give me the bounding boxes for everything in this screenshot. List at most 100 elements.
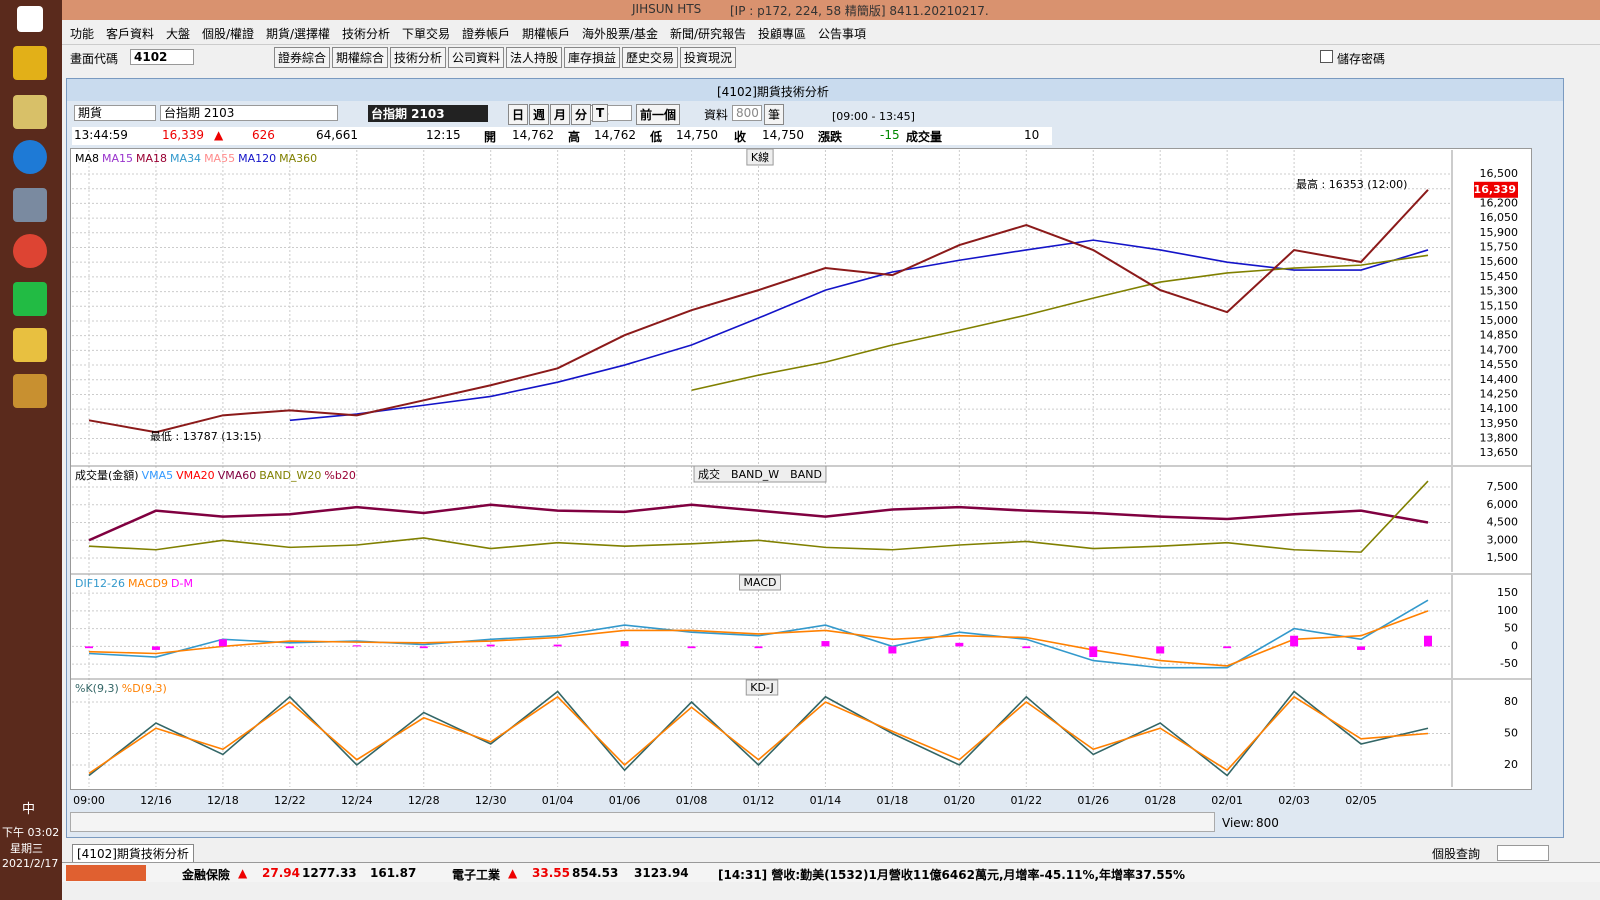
count-unit[interactable]: 筆 [764, 104, 785, 125]
app-title: JIHSUN HTS [632, 2, 702, 16]
quote-vol: 10 [1024, 128, 1040, 142]
menu-item[interactable]: 期權帳戶 [522, 27, 571, 41]
quote-low: 14,750 [676, 128, 718, 142]
toolbar-button[interactable]: 法人持股 [506, 47, 563, 68]
quote-volume: 64,661 [316, 128, 358, 142]
menu-item[interactable]: 下單交易 [402, 27, 451, 41]
period-button[interactable]: 月 [550, 104, 571, 125]
quote-high: 14,762 [594, 128, 636, 142]
prev-button[interactable]: 前一個 [636, 104, 681, 125]
toolbar-button[interactable]: 證券綜合 [274, 47, 331, 68]
market-select[interactable]: 期貨 [74, 105, 156, 121]
quote-close: 14,750 [762, 128, 804, 142]
menu-item[interactable]: 大盤 [166, 27, 191, 41]
quote-vol-label: 成交量 [906, 130, 943, 144]
start-button[interactable] [17, 6, 43, 32]
ticker-index: 854.53 [572, 866, 619, 880]
symbol-box: 台指期 2103 [368, 105, 488, 122]
title-bar: JIHSUN HTS [IP : p172, 224, 58 精簡版] 8411… [62, 0, 1600, 20]
app-icon[interactable] [13, 140, 47, 174]
clock-time: 下午 03:02 [2, 826, 60, 839]
code-input[interactable]: 4102 [130, 49, 194, 65]
menu-item[interactable]: 海外股票/基金 [582, 27, 659, 41]
ticker-amount: 161.87 [370, 866, 417, 880]
quote-row: 13:44:59 16,339 ▲ 626 64,661 12:15 開 14,762 高 14,… [72, 127, 1052, 145]
inner-title-bar: [4102]期貨技術分析 [67, 79, 1563, 101]
toolbar-button[interactable]: 技術分析 [390, 47, 447, 68]
app-icon[interactable] [13, 95, 47, 129]
session: [09:00 - 13:45] [832, 110, 915, 123]
ticker-change: 33.55 [532, 866, 570, 880]
ticker-arrow: ▲ [238, 866, 248, 880]
toolbar-button[interactable]: 期權綜合 [332, 47, 389, 68]
clock-weekday: 星期三 [10, 842, 43, 855]
menu-bar: 功能 客戶資料 大盤 個股/權證 期貨/選擇權 技術分析 下單交易 證券帳戶 期權帳戶 海外股票/… [62, 22, 1600, 42]
inner-title: [4102]期貨技術分析 [717, 85, 829, 99]
menu-item[interactable]: 客戶資料 [106, 27, 155, 41]
menu-item[interactable]: 投顧專區 [758, 27, 807, 41]
quote-arrow: ▲ [214, 128, 224, 142]
toolbar-button[interactable]: 公司資料 [448, 47, 505, 68]
app-icon[interactable] [13, 46, 47, 80]
app-icon[interactable] [13, 188, 47, 222]
period-button[interactable]: 週 [529, 104, 550, 125]
quote-change: 626 [252, 128, 275, 142]
period-button[interactable]: 日 [508, 104, 529, 125]
menu-item[interactable]: 功能 [70, 27, 95, 41]
ticker-arrow: ▲ [508, 866, 518, 880]
window-tab[interactable]: [4102]期貨技術分析 [72, 844, 194, 863]
save-password[interactable]: 儲存密碼 [1337, 52, 1386, 66]
menu-item[interactable]: 新聞/研究報告 [670, 27, 747, 41]
ticker-change: 27.94 [262, 866, 300, 880]
clock-date: 2021/2/17 [2, 857, 59, 870]
taskbar: 中 下午 03:02 星期三 2021/2/17 [0, 0, 62, 900]
quote-price: 16,339 [162, 128, 204, 142]
ticker-sector: 電子工業 [452, 868, 501, 882]
search-label: 個股查詢 [1432, 847, 1481, 861]
ticker-amount: 3123.94 [634, 866, 689, 880]
scrollbar[interactable] [70, 812, 1215, 832]
view-value: 800 [1256, 816, 1279, 830]
app-subtitle: [IP : p172, 224, 58 精簡版] 8411.20210217. [730, 4, 989, 18]
period-button[interactable]: 分 [571, 104, 592, 125]
quote-open-label: 開 [484, 130, 497, 144]
code-label: 畫面代碼 [70, 52, 119, 66]
menu-item[interactable]: 期貨/選擇權 [266, 27, 331, 41]
menu-item[interactable]: 技術分析 [342, 27, 391, 41]
quote-high-label: 高 [568, 130, 581, 144]
search-input[interactable] [1497, 845, 1549, 861]
app-icon[interactable] [13, 374, 47, 408]
toolbar: 畫面代碼 4102 儲存密碼 證券綜合 期權綜合 技術分析 公司資料 法人持股 庫存損益歷… [62, 44, 1600, 70]
menu-item[interactable]: 個股/權證 [202, 27, 255, 41]
toolbar-button[interactable]: 投資現況 [680, 47, 737, 68]
controls: 期貨 台指期 2103 台指期 2103 15 前一個 資料 800 筆 [09… [72, 104, 1532, 126]
quote-close-label: 收 [734, 130, 747, 144]
ticker-sector: 金融保險 [182, 868, 231, 882]
count-input[interactable]: 800 [732, 105, 762, 121]
view-label: View: [1222, 816, 1254, 830]
app-icon[interactable] [13, 328, 47, 362]
data-label: 資料 [704, 108, 729, 122]
ticker-bar: 金融保險 ▲ 27.94 1277.33 161.87 電子工業 ▲ 33.55… [62, 862, 1600, 882]
app-icon[interactable] [13, 282, 47, 316]
ticker-news: [14:31] 營收:勤美(1532)1月營收11億6462萬元,月增率-45.… [718, 868, 1186, 882]
quote-open: 14,762 [512, 128, 554, 142]
window-controls[interactable] [1482, 0, 1592, 18]
symbol-select[interactable]: 台指期 2103 [160, 105, 338, 121]
ticker-index: 1277.33 [302, 866, 357, 880]
quote-chg-label: 漲跌 [818, 130, 843, 144]
quote-low-label: 低 [650, 130, 663, 144]
toolbar-button[interactable]: 庫存損益 [564, 47, 621, 68]
menu-item[interactable]: 證券帳戶 [462, 27, 511, 41]
period-button[interactable]: T [592, 104, 609, 122]
quote-time: 13:44:59 [74, 128, 128, 142]
app-icon[interactable] [13, 234, 47, 268]
menu-item[interactable]: 公告事項 [818, 27, 867, 41]
checkbox[interactable] [1320, 50, 1333, 63]
page-buttons[interactable] [66, 865, 146, 881]
ime[interactable]: 中 [22, 802, 36, 817]
toolbar-button[interactable]: 歷史交易 [622, 47, 679, 68]
quote-bar-time: 12:15 [426, 128, 461, 142]
draw-tools[interactable] [1536, 148, 1558, 608]
